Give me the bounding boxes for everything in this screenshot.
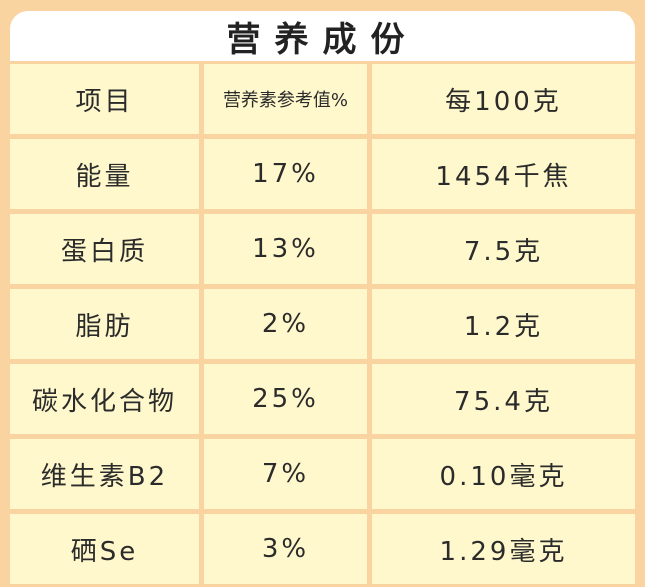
row-nrv: 13% [204,214,367,284]
header-nrv: 营养素参考值% [204,64,367,134]
row-name: 蛋白质 [10,214,199,284]
row-name: 脂肪 [10,289,199,359]
row-name: 维生素B2 [10,439,199,509]
row-name: 硒Se [10,514,199,584]
row-amount: 1.2克 [372,289,635,359]
row-amount: 7.5克 [372,214,635,284]
header-per-100g: 每100克 [372,64,635,134]
row-nrv: 25% [204,364,367,434]
row-name: 碳水化合物 [10,364,199,434]
row-nrv: 3% [204,514,367,584]
row-amount: 1454千焦 [372,139,635,209]
nutrition-table: 项目 营养素参考值% 每100克 能量 17% 1454千焦 蛋白质 13% 7… [10,64,635,584]
header-item: 项目 [10,64,199,134]
row-nrv: 17% [204,139,367,209]
row-nrv: 7% [204,439,367,509]
row-amount: 1.29毫克 [372,514,635,584]
row-name: 能量 [10,139,199,209]
row-amount: 75.4克 [372,364,635,434]
row-amount: 0.10毫克 [372,439,635,509]
table-title: 营养成份 [10,11,635,61]
row-nrv: 2% [204,289,367,359]
